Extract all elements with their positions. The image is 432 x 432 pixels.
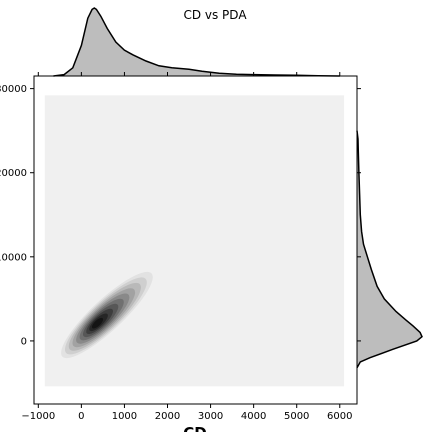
x-axis-label: CD (183, 424, 206, 432)
marginal-y-density (356, 130, 423, 369)
density-contours (61, 271, 153, 359)
chart-title: CD vs PDA (183, 8, 247, 22)
marginal-y-fill (357, 130, 422, 368)
x-tick-label: 1000 (112, 411, 137, 422)
x-tick-label: 4000 (241, 411, 266, 422)
x-tick-label: 5000 (284, 411, 309, 422)
marginal-x-fill (53, 8, 340, 76)
x-tick-label: 3000 (198, 411, 223, 422)
joint-plot-frame (33, 75, 358, 405)
x-tick-label: 6000 (327, 411, 352, 422)
joint-plot-area (33, 75, 358, 405)
y-tick-label: 20000 (0, 168, 27, 179)
x-tick-label: 0 (78, 411, 84, 422)
y-tick-label: 0 (21, 336, 27, 347)
marginal-y-line (356, 130, 423, 369)
x-axis: −1000 0 1000 2000 3000 4000 5000 6000 (21, 72, 352, 422)
x-tick-label: −1000 (21, 411, 55, 422)
y-tick-label: 30000 (0, 84, 27, 95)
density-contour-level-10 (91, 317, 104, 329)
x-tick-label: 2000 (155, 411, 180, 422)
